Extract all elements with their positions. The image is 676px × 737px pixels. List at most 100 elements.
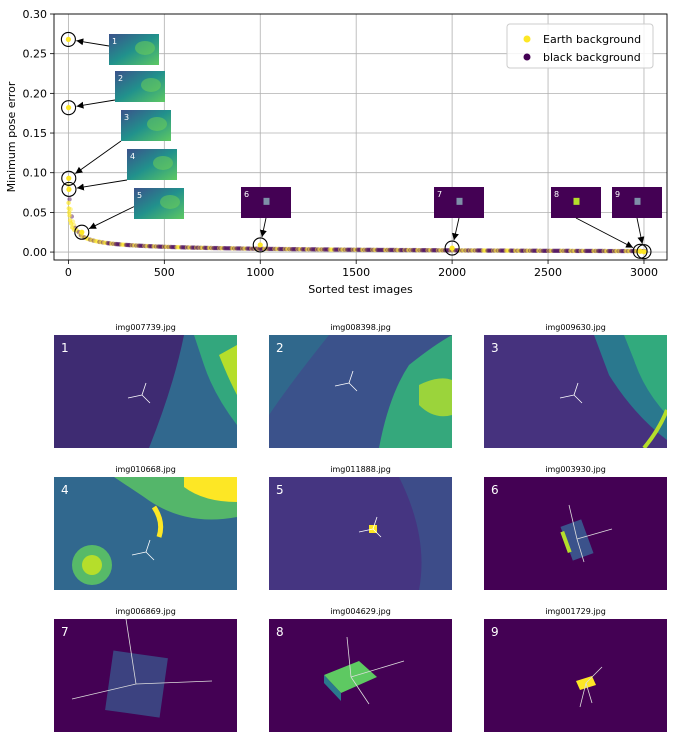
data-point [206,245,212,251]
image-number: 7 [61,625,69,639]
inset-number: 5 [137,191,142,200]
data-point [571,248,576,254]
data-point [106,241,111,246]
data-point [505,248,511,253]
data-point [405,247,411,253]
data-point [427,248,433,253]
image-content [484,619,667,732]
data-point [462,248,467,253]
data-point [99,240,104,245]
pose-axis-x [358,528,374,533]
data-point [548,248,553,254]
data-point [482,248,488,253]
data-point [176,245,182,250]
callout-arrow [259,217,267,238]
data-point [122,242,127,248]
pose-axis-y [145,539,151,553]
data-point [572,248,578,254]
data-point [155,244,161,249]
data-point [130,243,136,248]
data-point [289,246,294,252]
data-point [362,247,367,252]
highlight-circle [252,237,268,253]
callout-arrow [452,217,460,241]
data-point [98,239,103,245]
data-point [159,244,164,249]
data-point [598,248,603,254]
scatter-plot: 0 500 1000 1500 2000 2500 3000 0.00 0.05 0.10 0.15… [5,8,668,296]
cloud-band [151,505,164,538]
pose-axis-x [576,528,613,540]
data-point [342,247,347,252]
data-point [531,248,536,253]
data-point [530,248,535,253]
data-point [298,247,304,252]
data-point [305,247,311,252]
data-point [440,248,445,253]
data-point [151,244,156,249]
data-point [426,248,431,253]
data-point [242,246,247,251]
satellite-mark [573,197,580,205]
data-point [501,248,506,253]
data-point [395,247,400,253]
data-point [568,248,573,254]
data-point [341,247,346,252]
data-point [195,245,200,250]
data-point [480,248,486,253]
data-point [334,247,339,252]
data-point [309,247,314,252]
data-point [624,248,629,254]
data-point [497,248,503,253]
data-point [397,247,403,253]
data-point [126,242,131,248]
data-point [467,248,473,253]
data-point [488,248,494,253]
data-point [314,247,320,252]
data-point [400,247,405,253]
data-point [271,246,276,252]
data-point [555,248,560,254]
pose-axis-y [585,682,593,704]
data-point [89,237,94,243]
data-point [343,247,349,252]
data-point [214,245,220,251]
data-point [228,246,233,251]
highlight-circle [74,224,90,240]
data-point [461,248,466,253]
legend-marker [523,35,531,43]
pose-axis-z [348,382,358,392]
data-point [235,246,240,251]
y-tick-label: 0.00 [23,246,48,259]
data-point [179,245,184,250]
highlight-circle [444,240,460,256]
pose-axis-y [568,504,578,540]
data-point [439,248,444,253]
haze-region [269,335,329,415]
data-point [337,247,343,252]
data-point [246,246,252,251]
data-point [560,248,565,254]
data-point [267,246,273,252]
data-point [272,246,277,252]
x-tick-label: 2500 [534,266,562,279]
y-axis-label: Minimum pose error [5,81,18,192]
data-point [499,248,504,253]
data-point [403,247,408,253]
data-point [282,246,288,252]
y-tick-label: 0.05 [23,206,48,219]
data-point [594,248,599,254]
data-point [257,246,262,251]
image-filename: img004629.jpg [330,607,391,616]
data-point [359,247,365,252]
data-point [431,248,436,253]
image-number: 9 [491,625,499,639]
data-point [119,242,124,247]
image-number: 3 [491,341,499,355]
cloud-texture [153,155,173,170]
data-point [629,248,634,254]
data-point [515,248,520,253]
data-point [132,243,138,248]
data-point [317,247,322,252]
data-point [428,248,434,253]
